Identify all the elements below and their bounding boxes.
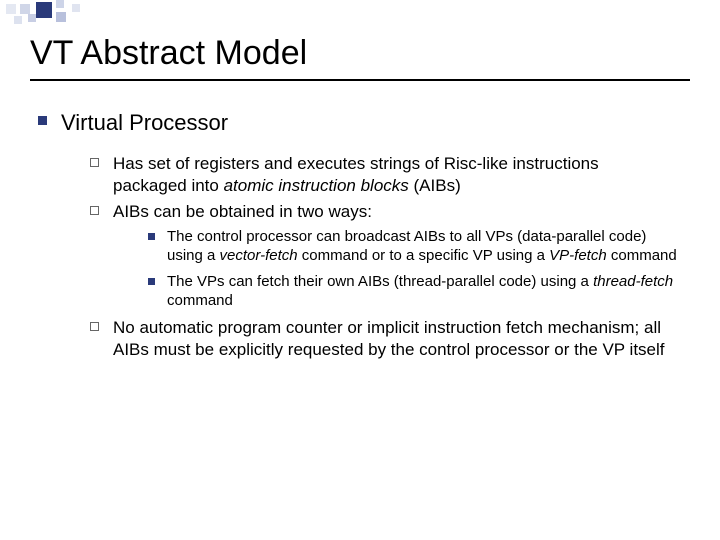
l3-text-0: The control processor can broadcast AIBs… (167, 227, 677, 266)
bullet-level2: AIBs can be obtained in two ways: (90, 201, 690, 223)
slide-body: VT Abstract Model Virtual Processor Has … (0, 0, 720, 385)
l3-text-1: The VPs can fetch their own AIBs (thread… (167, 272, 677, 311)
l3-0-em2: VP-fetch (549, 247, 607, 264)
l1-text: Virtual Processor (61, 109, 228, 137)
l3-1-em: thread-fetch (593, 273, 673, 290)
l3-0-b: command or to a specific VP using a (298, 247, 550, 264)
bullet-square-icon (38, 116, 47, 125)
bullet-level3: The VPs can fetch their own AIBs (thread… (148, 272, 690, 311)
l2-0-post: (AIBs) (409, 176, 461, 195)
l3-1-a: The VPs can fetch their own AIBs (thread… (167, 273, 593, 290)
bullet-level2: No automatic program counter or implicit… (90, 317, 690, 361)
bullet-hollow-icon (90, 206, 99, 215)
slide-title: VT Abstract Model (30, 34, 690, 73)
bullet-level2: Has set of registers and executes string… (90, 153, 690, 197)
bullet-square-small-icon (148, 278, 155, 285)
corner-decoration (0, 0, 140, 30)
l3-0-c: command (607, 247, 677, 264)
l2-text-1: AIBs can be obtained in two ways: (113, 201, 372, 223)
l3-0-em1: vector-fetch (220, 247, 298, 264)
bullet-square-small-icon (148, 233, 155, 240)
bullet-level3: The control processor can broadcast AIBs… (148, 227, 690, 266)
l2-text-2: No automatic program counter or implicit… (113, 317, 673, 361)
bullet-hollow-icon (90, 158, 99, 167)
title-rule (30, 79, 690, 81)
bullet-hollow-icon (90, 322, 99, 331)
bullet-level1: Virtual Processor (38, 109, 690, 137)
l2-0-em: atomic instruction blocks (224, 176, 409, 195)
l3-1-b: command (167, 292, 233, 309)
l2-text-0: Has set of registers and executes string… (113, 153, 673, 197)
